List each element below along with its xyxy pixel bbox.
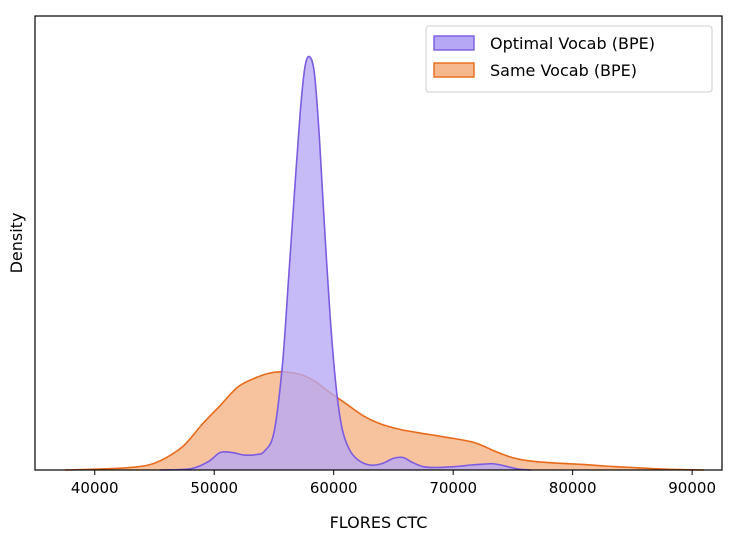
- x-axis-label: FLORES CTC: [330, 513, 428, 532]
- x-tick-label: 60000: [310, 479, 358, 497]
- legend-label: Optimal Vocab (BPE): [490, 34, 655, 53]
- legend-label: Same Vocab (BPE): [490, 61, 637, 80]
- x-tick-label: 90000: [668, 479, 716, 497]
- x-tick-label: 50000: [190, 479, 238, 497]
- x-axis: 40000 50000 60000 70000 80000 90000: [71, 470, 716, 497]
- series-layer: [64, 55, 705, 471]
- legend-swatch: [433, 62, 475, 78]
- y-axis-label: Density: [7, 213, 26, 274]
- density-area-same-vocab: [64, 371, 705, 470]
- density-line-optimal-vocab: [160, 55, 531, 471]
- legend-box: [425, 25, 713, 93]
- x-tick-label: 70000: [429, 479, 477, 497]
- density-line-same-vocab: [64, 370, 705, 471]
- x-tick-label: 80000: [549, 479, 597, 497]
- legend: Optimal Vocab (BPE) Same Vocab (BPE): [425, 25, 713, 93]
- legend-swatch: [433, 35, 475, 51]
- plot-frame: [34, 15, 723, 471]
- x-tick-label: 40000: [71, 479, 119, 497]
